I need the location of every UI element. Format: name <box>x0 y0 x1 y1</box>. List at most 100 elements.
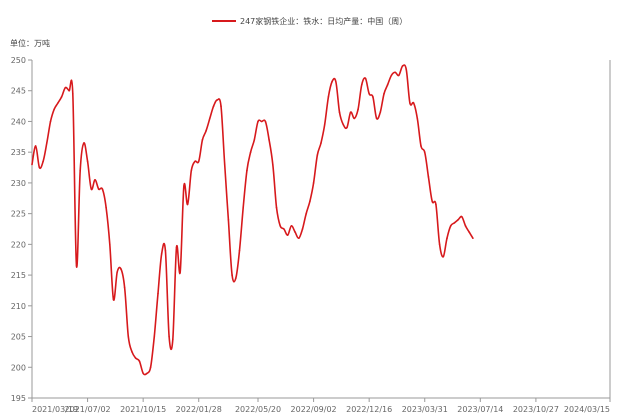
data-point <box>438 243 441 246</box>
data-point <box>105 206 107 209</box>
data-point <box>301 228 304 230</box>
data-point <box>305 212 308 215</box>
x-tick-label: 2022/12/16 <box>346 405 392 414</box>
data-point <box>68 89 70 92</box>
data-point <box>409 102 411 104</box>
y-ticks: 195 200 205 210 215 220 225 230 235 240 245 250 <box>11 56 32 403</box>
data-point <box>368 93 371 95</box>
data-point <box>83 142 85 144</box>
data-point <box>38 166 41 169</box>
data-point <box>172 338 174 341</box>
data-point <box>260 120 263 123</box>
y-tick-label: 210 <box>11 302 26 311</box>
data-point <box>416 117 419 120</box>
data-point <box>312 182 315 184</box>
data-point <box>194 160 196 163</box>
data-point <box>412 102 415 104</box>
data-point <box>453 222 456 224</box>
data-point <box>231 274 233 276</box>
data-point <box>464 225 467 227</box>
data-point <box>42 160 44 163</box>
data-point <box>157 292 159 295</box>
data-point <box>357 108 359 110</box>
data-point <box>120 268 122 270</box>
series-line-0[interactable] <box>31 64 474 376</box>
series-group <box>31 64 474 376</box>
data-point <box>272 163 274 166</box>
data-point <box>190 169 193 172</box>
data-point <box>420 145 422 147</box>
data-point <box>116 271 118 273</box>
legend[interactable]: 247家钢铁企业：铁水：日均产量：中国（周） <box>212 16 407 26</box>
data-point <box>264 120 267 123</box>
data-point <box>112 298 115 301</box>
data-point <box>353 117 356 120</box>
data-point <box>160 252 163 255</box>
data-point <box>294 231 296 233</box>
data-point <box>53 108 55 110</box>
data-point <box>146 372 148 375</box>
x-tick-label: 2022/09/02 <box>291 405 337 414</box>
y-tick-label: 240 <box>11 117 26 126</box>
data-point <box>427 176 430 178</box>
y-tick-label: 220 <box>11 240 26 249</box>
data-point <box>327 96 330 98</box>
data-point <box>127 335 130 338</box>
legend-label: 247家钢铁企业：铁水：日均产量：中国（周） <box>240 16 407 26</box>
y-tick-label: 250 <box>11 56 26 65</box>
y-tick-label: 235 <box>11 148 26 157</box>
data-point <box>175 246 178 249</box>
data-point <box>220 105 222 107</box>
data-point <box>246 169 248 172</box>
data-point <box>275 206 278 209</box>
x-tick-label: 2022/01/28 <box>176 405 222 414</box>
x-tick-label: 2023/10/27 <box>513 405 559 414</box>
data-point <box>149 366 152 369</box>
data-point <box>75 265 78 267</box>
data-point <box>31 163 33 166</box>
y-tick-label: 225 <box>11 210 26 219</box>
data-point <box>364 77 367 80</box>
data-point <box>346 126 348 129</box>
data-point <box>298 237 300 239</box>
data-point <box>94 179 96 181</box>
data-point <box>249 151 252 153</box>
data-point <box>205 129 207 132</box>
data-point <box>253 139 256 141</box>
data-point <box>235 277 237 280</box>
data-point <box>279 225 282 227</box>
data-point <box>109 243 111 246</box>
data-point <box>472 237 474 239</box>
data-point <box>90 188 93 190</box>
data-point <box>168 335 170 338</box>
data-point <box>223 163 226 166</box>
data-point <box>309 200 311 203</box>
unit-label: 单位：万吨 <box>10 38 50 48</box>
data-point <box>201 139 204 141</box>
data-point <box>349 111 352 113</box>
data-point <box>375 117 378 120</box>
x-tick-label: 2021/03/19 <box>32 405 78 414</box>
data-point <box>216 99 219 101</box>
data-point <box>79 169 81 172</box>
data-point <box>431 200 434 203</box>
data-point <box>372 96 374 98</box>
data-point <box>64 86 67 89</box>
data-point <box>435 203 437 206</box>
axes <box>31 60 611 399</box>
data-point <box>123 286 126 289</box>
data-point <box>457 219 459 221</box>
data-point <box>401 65 404 67</box>
data-point <box>386 83 389 86</box>
data-point <box>442 255 445 258</box>
y-tick-label: 230 <box>11 179 26 188</box>
x-tick-label: 2024/03/15 <box>564 405 610 414</box>
data-point <box>283 228 285 230</box>
data-point <box>153 335 156 338</box>
data-point <box>227 219 230 221</box>
data-point <box>323 123 326 126</box>
data-point <box>131 351 133 353</box>
data-point <box>449 225 452 227</box>
data-point <box>212 105 215 107</box>
